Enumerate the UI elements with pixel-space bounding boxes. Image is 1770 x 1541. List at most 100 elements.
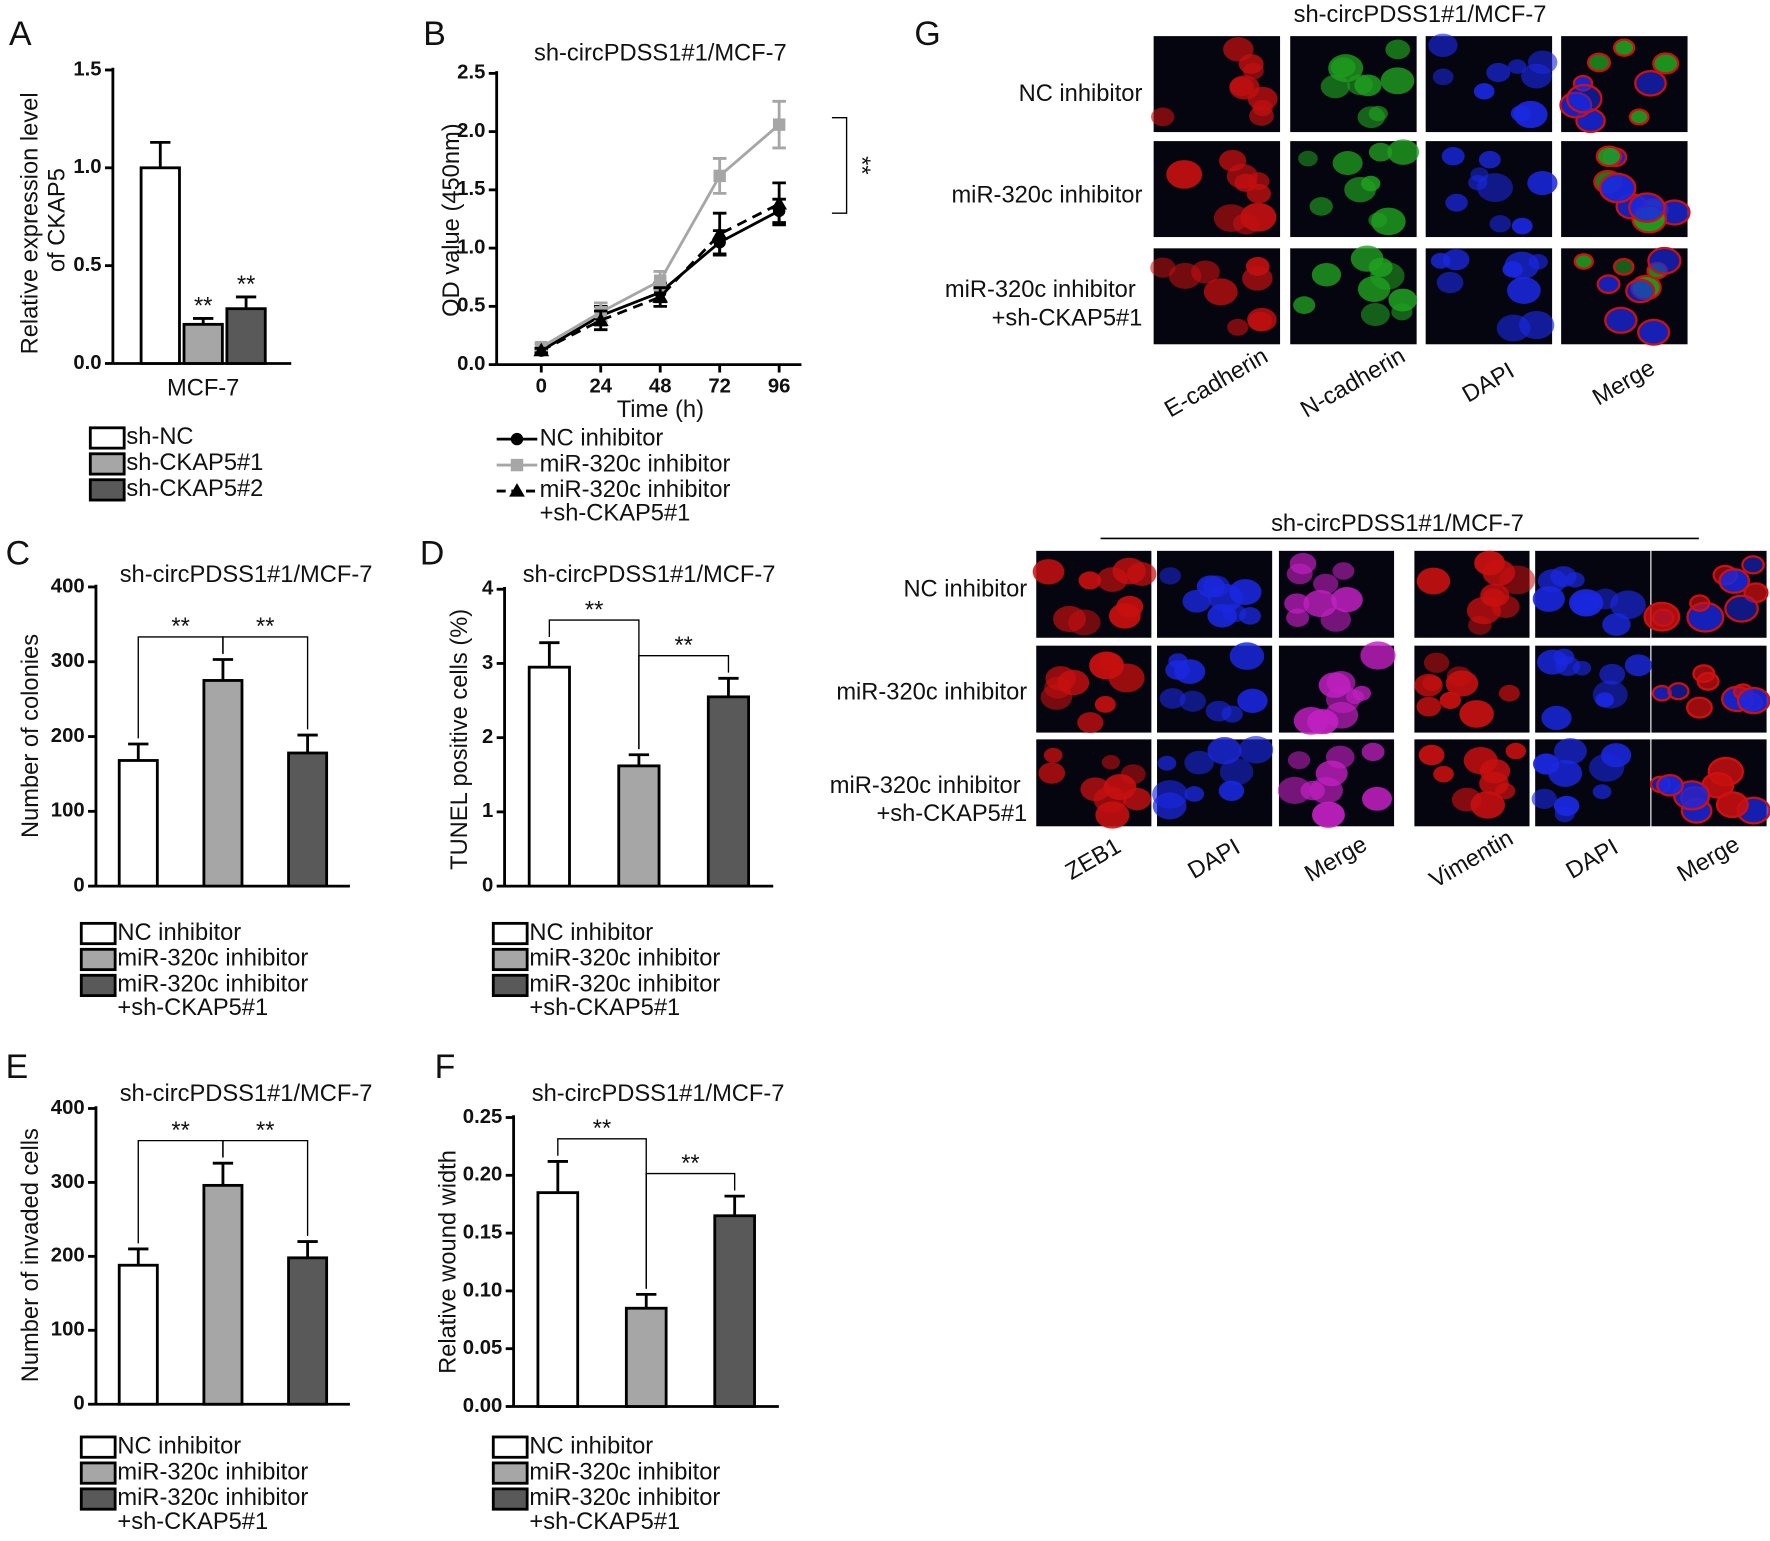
legend-label: NC inhibitor xyxy=(529,920,653,946)
cell xyxy=(1696,671,1720,691)
panel-letter: D xyxy=(420,534,444,572)
cell xyxy=(1592,680,1628,709)
y-tick-label: 0.5 xyxy=(457,295,485,317)
point xyxy=(510,458,524,472)
y-axis-label: TUNEL positive cells (%) xyxy=(447,609,473,870)
error-bar xyxy=(297,1240,318,1258)
cell xyxy=(1553,795,1580,817)
column-label: N-cadherin xyxy=(1296,343,1409,423)
cell xyxy=(1592,784,1612,800)
legend-swatch xyxy=(491,947,529,972)
cell xyxy=(1628,192,1666,223)
cell xyxy=(1227,318,1249,336)
x-axis-label: Time (h) xyxy=(617,397,704,423)
cell xyxy=(1315,760,1348,787)
cell xyxy=(1628,108,1650,126)
point xyxy=(654,274,667,287)
y-tick-label: 0.0 xyxy=(73,352,101,374)
cell xyxy=(1246,183,1271,204)
cell xyxy=(1078,571,1102,590)
column-label: DAPI xyxy=(1562,834,1623,884)
cell xyxy=(1652,52,1680,75)
cell xyxy=(1689,594,1711,612)
bar xyxy=(527,665,571,888)
y-tick-label: 1.5 xyxy=(457,178,485,200)
cell xyxy=(1360,302,1390,327)
cell xyxy=(1388,288,1418,312)
cell xyxy=(1368,212,1388,228)
cell xyxy=(1647,246,1682,275)
bracket xyxy=(222,1139,309,1236)
error-bar xyxy=(212,1161,234,1186)
row-label: NC inhibitor xyxy=(903,577,1027,603)
y-tick-label: 1.5 xyxy=(73,58,101,80)
y-tick-label: 0 xyxy=(73,1393,84,1415)
bar xyxy=(624,1306,668,1408)
cell xyxy=(1541,705,1572,730)
y-axis-label: Relative wound width xyxy=(436,1150,462,1374)
bar xyxy=(182,322,224,365)
bar xyxy=(617,764,661,888)
panel-letter: C xyxy=(6,534,30,572)
panel-letter: G xyxy=(914,15,940,53)
cell xyxy=(1077,712,1104,733)
legend-swatch xyxy=(79,921,117,946)
cell xyxy=(1625,278,1656,304)
cell xyxy=(1108,603,1141,629)
cell xyxy=(1478,150,1501,169)
cell xyxy=(1352,685,1372,701)
cell xyxy=(1479,771,1509,796)
cell xyxy=(1044,676,1072,699)
y-tick-label: 300 xyxy=(51,1171,85,1193)
x-tick-label: MCF-7 xyxy=(167,376,239,402)
cell xyxy=(1498,684,1520,702)
chart-title: sh-circPDSS1#1/MCF-7 xyxy=(534,40,787,66)
y-tick-label: 100 xyxy=(51,800,85,822)
legend-swatch xyxy=(491,1461,529,1485)
cell xyxy=(1293,296,1316,314)
cell xyxy=(1385,39,1411,60)
cell xyxy=(1094,696,1116,713)
cell xyxy=(1238,736,1274,764)
cell xyxy=(1667,682,1690,701)
cell xyxy=(1527,50,1558,75)
panel-letter: F xyxy=(435,1048,456,1086)
y-axis-label: Relative expression level of CKAP5 xyxy=(18,86,71,355)
cell xyxy=(1237,688,1268,713)
cell xyxy=(1159,688,1186,709)
cell xyxy=(1416,567,1451,595)
legend-label: miR-320c inhibitor xyxy=(117,1459,308,1485)
cell xyxy=(1441,147,1465,166)
x-tick-label: 96 xyxy=(768,376,791,398)
cell xyxy=(1612,38,1636,57)
y-tick-label: 200 xyxy=(51,1245,85,1267)
cell xyxy=(1208,583,1244,612)
column-label: Vimentin xyxy=(1425,825,1517,893)
cell xyxy=(1599,663,1626,685)
point xyxy=(592,312,609,326)
panel-letter: E xyxy=(6,1048,29,1086)
y-tick-label: 1.0 xyxy=(457,236,485,258)
cell xyxy=(1445,670,1479,697)
cell xyxy=(1182,589,1211,613)
cell xyxy=(1489,215,1512,233)
legend-swatch xyxy=(88,452,126,476)
cell xyxy=(1152,792,1187,820)
cell xyxy=(1354,74,1382,97)
cell xyxy=(1432,68,1454,86)
cell xyxy=(1218,780,1245,801)
y-tick-label: 3 xyxy=(482,652,493,674)
cell xyxy=(1527,170,1558,196)
legend-swatch xyxy=(79,947,117,972)
bracket xyxy=(645,1172,736,1289)
bar xyxy=(536,1191,580,1408)
legend-swatch xyxy=(491,973,529,998)
cell xyxy=(1207,737,1242,765)
cell xyxy=(1470,167,1489,182)
error-bar xyxy=(128,1247,149,1266)
cell xyxy=(1157,755,1177,771)
y-tick-label: 0.25 xyxy=(463,1106,503,1128)
significance: ** xyxy=(171,1118,189,1144)
x-tick-label: 48 xyxy=(649,376,672,398)
cell xyxy=(1470,791,1505,819)
